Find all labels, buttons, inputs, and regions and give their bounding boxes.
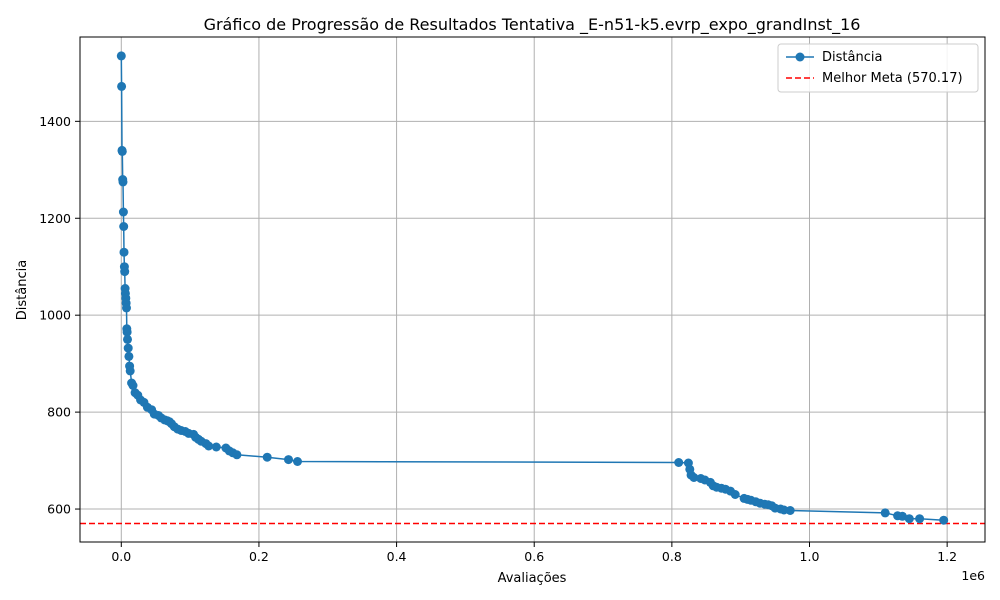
grid (80, 37, 985, 542)
data-point (123, 343, 133, 353)
series-group (116, 51, 949, 525)
x-tick-label: 0.0 (111, 549, 131, 564)
y-axis-ticks: 600 800 1000 1200 1400 (39, 114, 80, 517)
data-point (284, 455, 293, 465)
data-point (122, 303, 131, 313)
data-point (124, 351, 134, 361)
y-tick-label: 800 (47, 405, 71, 420)
plot-frame (79, 36, 986, 543)
data-point (204, 441, 214, 451)
x-tick-label: 1.0 (800, 549, 820, 564)
x-tick-label: 0.6 (524, 549, 544, 564)
data-point (904, 514, 914, 524)
data-point (232, 450, 242, 460)
data-point (689, 473, 699, 482)
data-point (897, 511, 907, 521)
chart-title: Gráfico de Progressão de Resultados Tent… (204, 15, 861, 35)
data-point (293, 457, 302, 466)
data-point (939, 515, 949, 525)
data-point (262, 452, 272, 462)
x-axis-offset-label: 1e6 (961, 568, 985, 583)
data-point (785, 506, 795, 515)
y-axis-label: Distância (15, 260, 30, 320)
data-point (119, 222, 129, 231)
data-point (880, 508, 890, 518)
data-point (730, 490, 740, 499)
data-point (915, 514, 925, 524)
data-point (123, 334, 132, 344)
data-point (128, 381, 138, 390)
y-tick-label: 1400 (39, 114, 71, 129)
y-tick-label: 600 (47, 502, 71, 517)
legend-reference-label: Melhor Meta (570.17) (822, 71, 963, 86)
data-point (117, 81, 127, 91)
y-tick-label: 1200 (39, 211, 71, 226)
x-tick-label: 0.2 (249, 549, 269, 564)
y-tick-label: 1000 (39, 308, 71, 323)
x-tick-label: 0.4 (387, 549, 407, 564)
x-tick-label: 0.8 (662, 549, 682, 564)
series-line (120, 55, 944, 521)
x-axis-label: Avaliações (498, 571, 567, 586)
legend: Distância Melhor Meta (570.17) (777, 43, 979, 93)
data-point (211, 442, 221, 452)
data-point (125, 366, 135, 376)
data-point (674, 458, 684, 467)
data-point (122, 327, 132, 337)
data-point (118, 177, 128, 187)
data-point (116, 51, 126, 61)
legend-series-marker (795, 52, 805, 62)
legend-box (777, 43, 979, 93)
legend-series-label: Distância (822, 50, 882, 65)
data-point (119, 247, 129, 257)
data-point (120, 267, 130, 277)
x-axis-ticks: 0.0 0.2 0.4 0.6 0.8 1.0 1.2 (111, 542, 957, 564)
x-tick-label: 1.2 (937, 549, 957, 564)
data-point (117, 146, 127, 156)
data-point (118, 207, 128, 217)
